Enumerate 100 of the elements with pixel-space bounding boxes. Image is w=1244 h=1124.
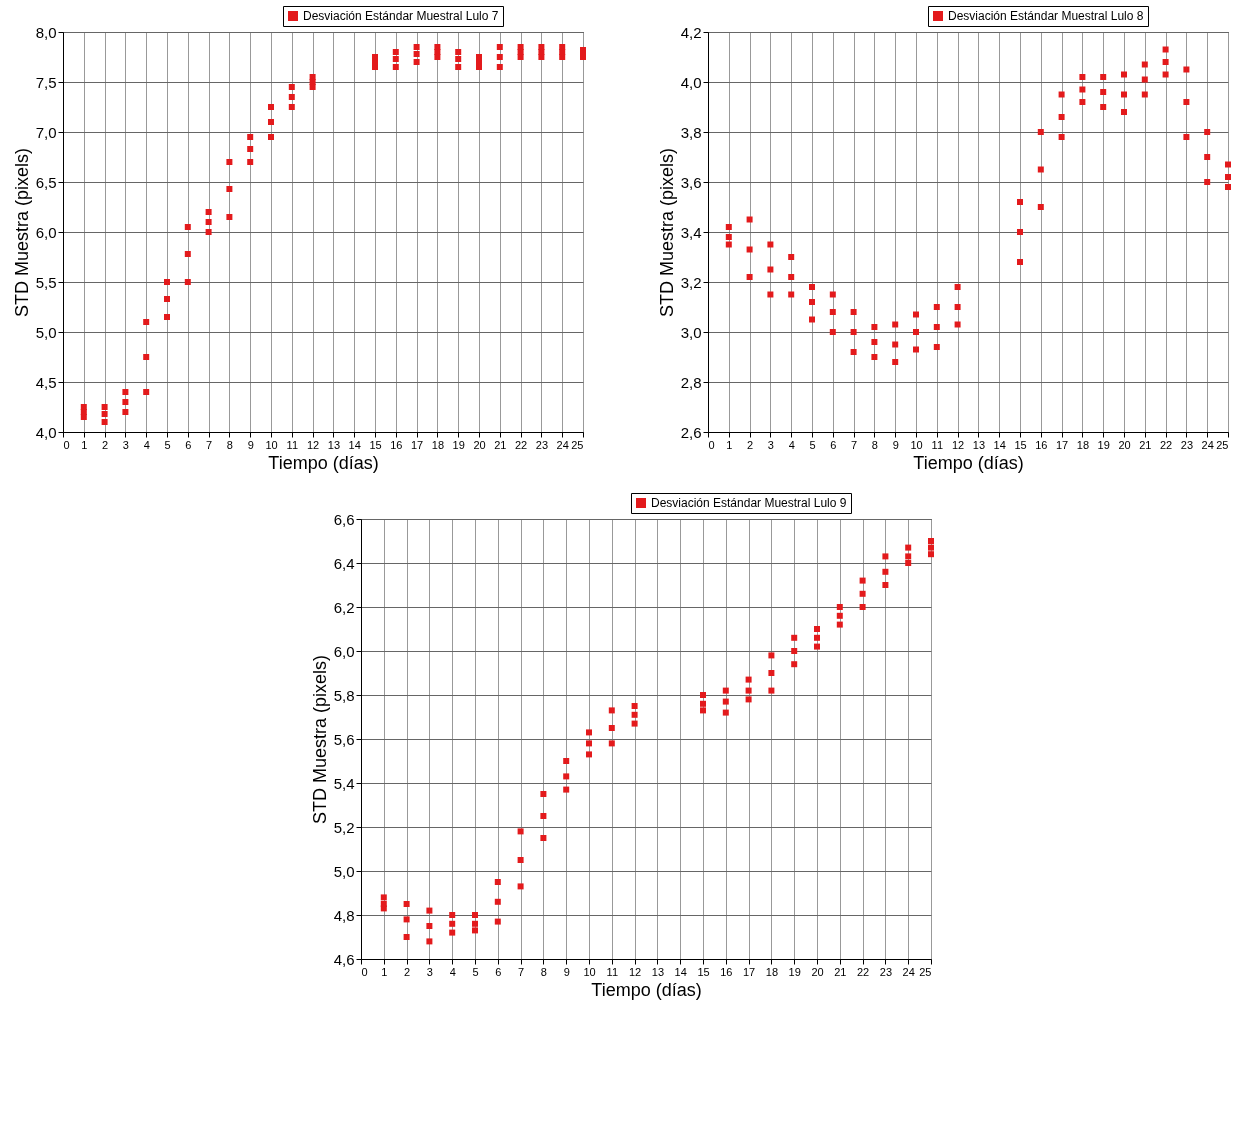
x-tick-label: 19 bbox=[1097, 438, 1110, 451]
y-tick-label: 7,5 bbox=[35, 73, 57, 91]
y-tick-label: 6,4 bbox=[333, 554, 354, 572]
y-tick-label: 4,0 bbox=[680, 73, 702, 91]
x-tick-label: 10 bbox=[582, 965, 596, 978]
x-tick-label: 9 bbox=[247, 438, 254, 451]
x-tick-label: 11 bbox=[286, 438, 299, 451]
x-tick-label: 6 bbox=[185, 438, 192, 451]
y-tick-label: 6,2 bbox=[333, 598, 354, 616]
x-tick-label: 7 bbox=[851, 438, 858, 451]
x-tick-label: 14 bbox=[348, 438, 361, 451]
y-tick-label: 5,0 bbox=[333, 862, 354, 880]
x-tick-label: 2 bbox=[747, 438, 754, 451]
x-tick-label: 4 bbox=[143, 438, 150, 451]
x-tick-label: 15 bbox=[1014, 438, 1027, 451]
x-tick-label: 21 bbox=[833, 965, 846, 978]
x-tick-label: 5 bbox=[471, 965, 479, 978]
x-tick-label: 23 bbox=[1180, 438, 1194, 451]
x-tick-label: 22 bbox=[1159, 438, 1173, 451]
x-tick-label: 22 bbox=[856, 965, 869, 978]
y-tick-label: 6,0 bbox=[333, 642, 354, 660]
x-tick-label: 16 bbox=[390, 438, 403, 451]
x-tick-label: 3 bbox=[426, 965, 433, 978]
x-tick-label: 0 bbox=[361, 965, 368, 978]
x-tick-label: 20 bbox=[810, 965, 824, 978]
x-tick-label: 24 bbox=[902, 965, 915, 978]
x-tick-label: 16 bbox=[1035, 438, 1048, 451]
x-tick-label: 9 bbox=[892, 438, 899, 451]
x-tick-label: 3 bbox=[122, 438, 129, 451]
x-tick-label: 23 bbox=[879, 965, 892, 978]
x-tick-label: 20 bbox=[473, 438, 486, 451]
legend-label: Desviación Estándar Muestral Lulo 7 bbox=[303, 9, 499, 23]
x-tick-label: 25 bbox=[571, 438, 584, 451]
x-tick-label: 22 bbox=[514, 438, 528, 451]
x-tick-label: 25 bbox=[918, 965, 931, 978]
y-tick-label: 3,6 bbox=[680, 173, 702, 191]
y-tick-label: 2,6 bbox=[680, 423, 702, 441]
y-tick-label: 5,2 bbox=[333, 818, 354, 836]
x-tick-label: 21 bbox=[494, 438, 507, 451]
x-tick-label: 1 bbox=[81, 438, 88, 451]
y-tick-label: 5,8 bbox=[333, 686, 354, 704]
x-tick-label: 11 bbox=[931, 438, 944, 451]
x-tick-label: 1 bbox=[380, 965, 387, 978]
x-tick-label: 6 bbox=[494, 965, 501, 978]
x-tick-label: 13 bbox=[327, 438, 341, 451]
x-tick-label: 0 bbox=[63, 438, 70, 451]
x-tick-label: 3 bbox=[767, 438, 774, 451]
x-tick-label: 17 bbox=[1055, 438, 1069, 451]
x-tick-label: 18 bbox=[1076, 438, 1090, 451]
y-tick-label: 4,5 bbox=[35, 373, 57, 391]
x-tick-label: 14 bbox=[993, 438, 1006, 451]
x-tick-label: 24 bbox=[1201, 438, 1214, 451]
y-tick-label: 6,0 bbox=[35, 223, 57, 241]
x-tick-label: 4 bbox=[449, 965, 456, 978]
x-tick-label: 7 bbox=[206, 438, 213, 451]
x-tick-label: 17 bbox=[410, 438, 424, 451]
legend-label: Desviación Estándar Muestral Lulo 8 bbox=[948, 9, 1144, 23]
x-tick-label: 6 bbox=[830, 438, 837, 451]
y-tick-label: 5,5 bbox=[35, 273, 57, 291]
x-tick-label: 14 bbox=[674, 965, 687, 978]
x-tick-label: 24 bbox=[556, 438, 569, 451]
x-axis-title: Tiempo (días) bbox=[268, 452, 379, 473]
x-tick-label: 13 bbox=[651, 965, 664, 978]
x-tick-label: 0 bbox=[708, 438, 715, 451]
y-tick-label: 3,2 bbox=[680, 273, 702, 291]
x-tick-label: 2 bbox=[102, 438, 109, 451]
x-tick-label: 13 bbox=[972, 438, 986, 451]
x-tick-label: 1 bbox=[726, 438, 733, 451]
y-tick-label: 6,6 bbox=[333, 510, 354, 528]
legend-label: Desviación Estándar Muestral Lulo 9 bbox=[650, 496, 847, 510]
x-tick-label: 17 bbox=[742, 965, 755, 978]
y-tick-label: 8,0 bbox=[35, 23, 57, 41]
x-tick-label: 4 bbox=[788, 438, 795, 451]
x-tick-label: 18 bbox=[765, 965, 778, 978]
y-tick-label: 5,4 bbox=[333, 774, 354, 792]
x-tick-label: 12 bbox=[306, 438, 320, 451]
x-axis-title: Tiempo (días) bbox=[590, 979, 702, 1000]
x-tick-label: 20 bbox=[1118, 438, 1131, 451]
x-tick-label: 5 bbox=[809, 438, 816, 451]
y-tick-label: 3,4 bbox=[680, 223, 702, 241]
x-tick-label: 8 bbox=[226, 438, 233, 451]
x-tick-label: 2 bbox=[403, 965, 410, 978]
y-tick-label: 5,6 bbox=[333, 730, 354, 748]
x-tick-label: 5 bbox=[164, 438, 171, 451]
x-tick-label: 12 bbox=[628, 965, 641, 978]
x-tick-label: 8 bbox=[540, 965, 547, 978]
y-tick-label: 7,0 bbox=[35, 123, 57, 141]
x-tick-label: 19 bbox=[788, 965, 801, 978]
x-tick-label: 18 bbox=[431, 438, 445, 451]
x-tick-label: 10 bbox=[910, 438, 923, 451]
y-tick-label: 2,8 bbox=[680, 373, 702, 391]
y-tick-label: 4,6 bbox=[333, 950, 354, 968]
x-tick-label: 12 bbox=[951, 438, 965, 451]
x-tick-label: 21 bbox=[1139, 438, 1152, 451]
x-tick-label: 10 bbox=[265, 438, 278, 451]
y-tick-label: 3,0 bbox=[680, 323, 702, 341]
y-tick-label: 4,0 bbox=[35, 423, 57, 441]
x-tick-label: 16 bbox=[719, 965, 732, 978]
x-tick-label: 7 bbox=[517, 965, 524, 978]
x-tick-label: 9 bbox=[563, 965, 570, 978]
